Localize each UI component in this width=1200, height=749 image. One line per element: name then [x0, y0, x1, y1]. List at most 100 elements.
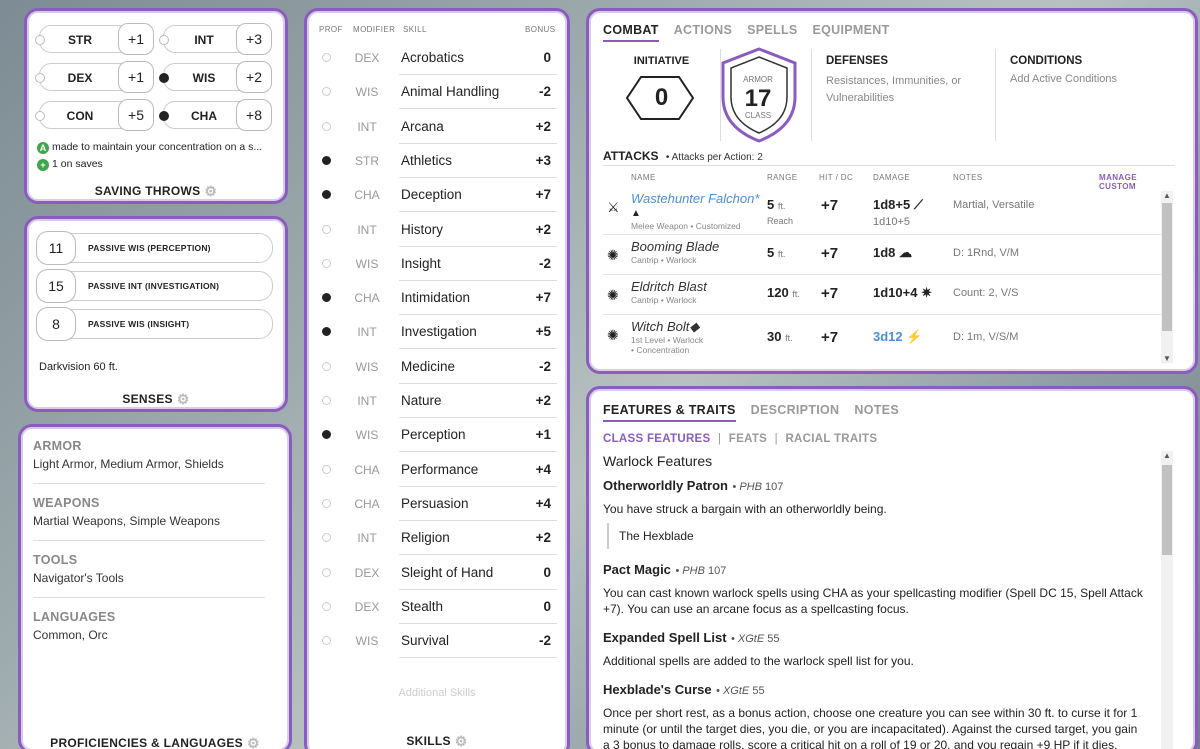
scrollbar[interactable]: ▲ [1161, 451, 1173, 749]
attack-name[interactable]: Witch Bolt [631, 319, 690, 334]
save-dex[interactable]: DEX +1 [35, 61, 154, 93]
save-str[interactable]: STR +1 [35, 23, 154, 55]
skill-bonus[interactable]: -2 [538, 633, 551, 649]
skill-bonus[interactable]: +4 [535, 495, 551, 511]
skill-row[interactable]: WIS Survival -2 [307, 624, 557, 659]
feature-item[interactable]: Pact Magic • PHB 107 You can cast known … [603, 562, 1143, 616]
defenses-box[interactable]: DEFENSES Resistances, Immunities, or Vul… [811, 49, 995, 141]
armor-class-box[interactable]: ARMOR 17 CLASS [715, 43, 801, 147]
skill-bonus[interactable]: +7 [535, 187, 551, 203]
skill-row[interactable]: CHA Persuasion +4 [307, 487, 557, 521]
skill-bonus[interactable]: -2 [538, 84, 551, 100]
feature-item[interactable]: Hexblade's Curse • XGtE 55 Once per shor… [603, 681, 1143, 749]
skill-row[interactable]: WIS Insight -2 [307, 247, 557, 281]
tab-notes[interactable]: NOTES [854, 403, 899, 417]
skill-row[interactable]: INT Arcana +2 [307, 110, 557, 144]
skills-title[interactable]: SKILLS ⚙ [307, 733, 567, 749]
attack-hit[interactable]: +7 [821, 329, 839, 346]
section-head: WEAPONS [33, 496, 100, 510]
subtab-feats[interactable]: FEATS [728, 433, 768, 445]
skill-row[interactable]: CHA Performance +4 [307, 453, 557, 487]
skill-bonus[interactable]: +4 [535, 461, 551, 477]
attack-row[interactable]: ✺ Witch Bolt◆ 1st Level • Warlock • Conc… [603, 315, 1163, 361]
feature-item[interactable]: Expanded Spell List • XGtE 55 Additional… [603, 629, 1143, 669]
save-int[interactable]: INT +3 [159, 23, 272, 55]
additional-skills-link[interactable]: Additional Skills [398, 687, 476, 699]
skill-row[interactable]: INT Investigation +5 [307, 315, 557, 350]
scrollbar-thumb[interactable] [1162, 203, 1172, 331]
initiative-box[interactable]: INITIATIVE 0 [603, 49, 721, 141]
skill-bonus[interactable]: +2 [535, 393, 551, 408]
scroll-down-icon[interactable]: ▼ [1163, 354, 1171, 363]
scrollbar-thumb[interactable] [1162, 465, 1172, 555]
attack-name[interactable]: Booming Blade [631, 239, 720, 254]
sense-row[interactable]: 8 PASSIVE WIS (INSIGHT) [36, 307, 273, 341]
skill-row[interactable]: DEX Stealth 0 [307, 590, 557, 624]
gear-icon[interactable]: ⚙ [454, 733, 468, 749]
skill-row[interactable]: CHA Deception +7 [307, 178, 557, 213]
attack-damage[interactable]: 1d10+4 [873, 285, 918, 300]
skill-bonus[interactable]: 0 [543, 564, 551, 580]
skill-bonus[interactable]: 0 [543, 598, 551, 614]
attack-row[interactable]: ⚔ Wastehunter Falchon* ▲ Melee Weapon • … [603, 187, 1163, 235]
skill-row[interactable]: INT History +2 [307, 213, 557, 247]
gear-icon[interactable]: ⚙ [247, 735, 260, 749]
attack-damage[interactable]: 3d12 [873, 329, 903, 344]
skill-row[interactable]: WIS Animal Handling -2 [307, 75, 557, 110]
attack-hit[interactable]: +7 [821, 197, 839, 214]
tab-equipment[interactable]: EQUIPMENT [812, 23, 890, 37]
gear-icon[interactable]: ⚙ [176, 391, 190, 407]
attack-damage[interactable]: 1d8+5 [873, 197, 911, 212]
save-wis[interactable]: WIS +2 [159, 61, 272, 93]
skill-bonus[interactable]: +1 [535, 427, 551, 443]
skill-bonus[interactable]: +7 [535, 290, 551, 306]
subtab-class-features[interactable]: CLASS FEATURES [603, 433, 711, 445]
skill-row[interactable]: INT Religion +2 [307, 521, 557, 556]
subtab-racial-traits[interactable]: RACIAL TRAITS [785, 433, 878, 445]
attack-row[interactable]: ✺ Booming Blade Cantrip • Warlock 5 ft. … [603, 235, 1163, 275]
save-con[interactable]: CON +5 [35, 99, 154, 131]
skill-row[interactable]: STR Athletics +3 [307, 144, 557, 178]
skill-bonus[interactable]: +2 [535, 530, 551, 546]
skill-row[interactable]: WIS Perception +1 [307, 418, 557, 453]
tab-description[interactable]: DESCRIPTION [750, 403, 840, 417]
scrollbar[interactable]: ▲ ▼ [1161, 191, 1173, 363]
skill-bonus[interactable]: +3 [535, 152, 551, 168]
manage-custom-link[interactable]: MANAGE CUSTOM [1099, 173, 1137, 191]
sense-row[interactable]: 11 PASSIVE WIS (PERCEPTION) [36, 231, 273, 265]
attack-row[interactable]: ✺ Eldritch Blast Cantrip • Warlock 120 f… [603, 275, 1163, 315]
skill-row[interactable]: INT Nature +2 [307, 384, 557, 418]
gear-icon[interactable]: ⚙ [204, 183, 218, 199]
tab-features-traits[interactable]: FEATURES & TRAITS [603, 403, 736, 422]
conditions-box[interactable]: CONDITIONS Add Active Conditions [995, 49, 1185, 141]
skill-bonus[interactable]: -2 [538, 358, 551, 374]
skill-row[interactable]: CHA Intimidation +7 [307, 281, 557, 316]
proficiencies-title[interactable]: PROFICIENCIES & LANGUAGES ⚙ [21, 735, 289, 749]
tab-combat[interactable]: COMBAT [603, 23, 659, 42]
skill-bonus[interactable]: +5 [535, 324, 551, 340]
attack-hit[interactable]: +7 [821, 285, 839, 302]
skill-row[interactable]: DEX Acrobatics 0 [307, 41, 557, 75]
skill-row[interactable]: WIS Medicine -2 [307, 350, 557, 384]
tab-spells[interactable]: SPELLS [747, 23, 798, 37]
sense-row[interactable]: 15 PASSIVE INT (INVESTIGATION) [36, 269, 273, 303]
attack-name[interactable]: Wastehunter Falchon* [631, 191, 760, 206]
skill-bonus[interactable]: -2 [538, 255, 551, 271]
feature-item[interactable]: Otherworldly Patron • PHB 107 You have s… [603, 477, 1143, 549]
skill-bonus[interactable]: +2 [535, 118, 551, 134]
skill-bonus[interactable]: 0 [543, 50, 551, 65]
senses-title[interactable]: SENSES ⚙ [27, 391, 285, 408]
attack-damage[interactable]: 1d8 [873, 245, 896, 260]
attack-name[interactable]: Eldritch Blast [631, 279, 707, 294]
attack-hit[interactable]: +7 [821, 245, 839, 262]
feature-choice[interactable]: The Hexblade [607, 523, 1143, 549]
save-cha[interactable]: CHA +8 [159, 99, 272, 131]
skill-row[interactable]: DEX Sleight of Hand 0 [307, 556, 557, 590]
skill-bonus[interactable]: +2 [535, 221, 551, 237]
tab-actions[interactable]: ACTIONS [673, 23, 733, 37]
scroll-up-icon[interactable]: ▲ [1163, 191, 1171, 200]
save-note-bonus[interactable]: +1 on saves [37, 158, 103, 171]
saving-throws-title[interactable]: SAVING THROWS ⚙ [27, 183, 285, 200]
scroll-up-icon[interactable]: ▲ [1163, 451, 1171, 460]
